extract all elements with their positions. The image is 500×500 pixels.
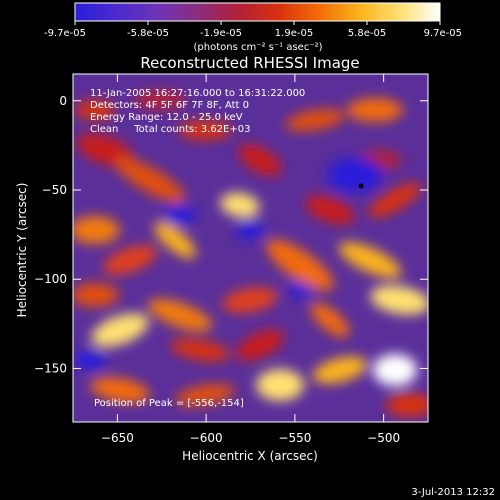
colorbar-tick-label: -5.8e-05 [127,28,169,39]
y-tick-label: 0 [59,94,67,108]
emission-blob [220,192,260,218]
info-clean: Clean Total counts: 3.62E+03 [90,124,250,135]
emission-blob [285,108,345,132]
plot-title: Reconstructed RHESSI Image [140,54,359,72]
y-tick-label: −50 [42,183,67,197]
emission-blob [114,157,186,203]
emission-blob [103,245,157,275]
x-axis: −650 −600 −550 −500 [101,74,400,445]
emission-blob [312,356,368,384]
emission-blob [154,221,196,259]
emission-blob [222,287,278,313]
emission-blob [235,329,285,361]
emission-blob [73,283,119,307]
emission-blob [91,313,149,347]
emission-blob [338,241,402,279]
emission-blob [179,120,231,140]
x-tick-label: −600 [190,431,223,445]
y-axis-label: Heliocentric Y (arcsec) [15,183,29,318]
emission-blob [370,285,428,315]
emission-blob [347,98,403,122]
negative-blob [236,220,264,240]
y-tick-label: −150 [34,361,67,375]
emission-blob [75,100,115,120]
rhessi-image [73,74,428,422]
x-tick-label: −500 [367,431,400,445]
emission-blob [90,377,150,403]
colorbar-ticks: -9.7e-05 -5.8e-05 -1.9e-05 1.9e-05 5.8e-05 9.… [44,21,462,39]
emission-blob [134,90,186,110]
x-axis-label: Heliocentric X (arcsec) [182,449,318,463]
emission-blob [368,182,422,218]
colorbar-tick-label: -9.7e-05 [44,28,86,39]
info-energy: Energy Range: 12.0 - 25.0 keV [90,112,243,123]
emission-blob [147,298,213,332]
emission-blob [256,369,304,401]
colorbar-tick-label: 5.8e-05 [348,28,386,39]
y-axis: 0 −50 −100 −150 [34,94,428,375]
emission-blob [305,195,355,225]
colorbar-tick-label: 9.7e-05 [424,28,462,39]
info-block: 11-Jan-2005 16:27:16.000 to 16:31:22.000… [90,88,305,409]
emission-blob [266,239,334,291]
footer-timestamp: 3-Jul-2013 12:32 [411,487,495,498]
negative-blob [164,205,196,225]
info-detectors: Detectors: 4F 5F 6F 7F 8F, Att 0 [90,100,249,111]
colorbar-tick-label: -1.9e-05 [200,28,242,39]
x-tick-label: −650 [101,431,134,445]
emission-blob [238,144,282,176]
emission-blob [175,383,235,407]
info-time: 11-Jan-2005 16:27:16.000 to 16:31:22.000 [90,88,305,99]
info-peak: Position of Peak = [-556,-154] [94,398,244,409]
emission-blob [386,393,428,417]
negative-blob [327,157,383,193]
colorbar-tick-label: 1.9e-05 [275,28,313,39]
emission-blob [373,354,417,386]
colorbar [74,2,441,22]
negative-blob [288,282,312,298]
x-tick-label: −550 [278,431,311,445]
negative-blob [74,350,106,370]
emission-blob [170,338,230,362]
emission-blob [73,216,120,244]
peak-marker [358,183,364,189]
plot-frame [72,73,429,423]
y-tick-label: −100 [34,272,67,286]
emission-blob [310,302,350,338]
colorbar-units: (photons cm⁻² s⁻¹ asec⁻²) [193,42,322,53]
